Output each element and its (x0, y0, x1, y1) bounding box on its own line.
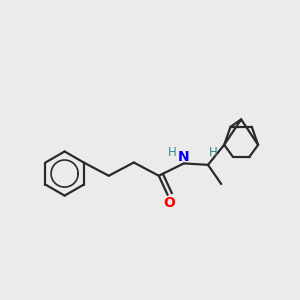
Text: H: H (168, 146, 177, 159)
Text: O: O (163, 196, 175, 210)
Text: N: N (178, 150, 190, 164)
Text: H: H (209, 146, 218, 159)
